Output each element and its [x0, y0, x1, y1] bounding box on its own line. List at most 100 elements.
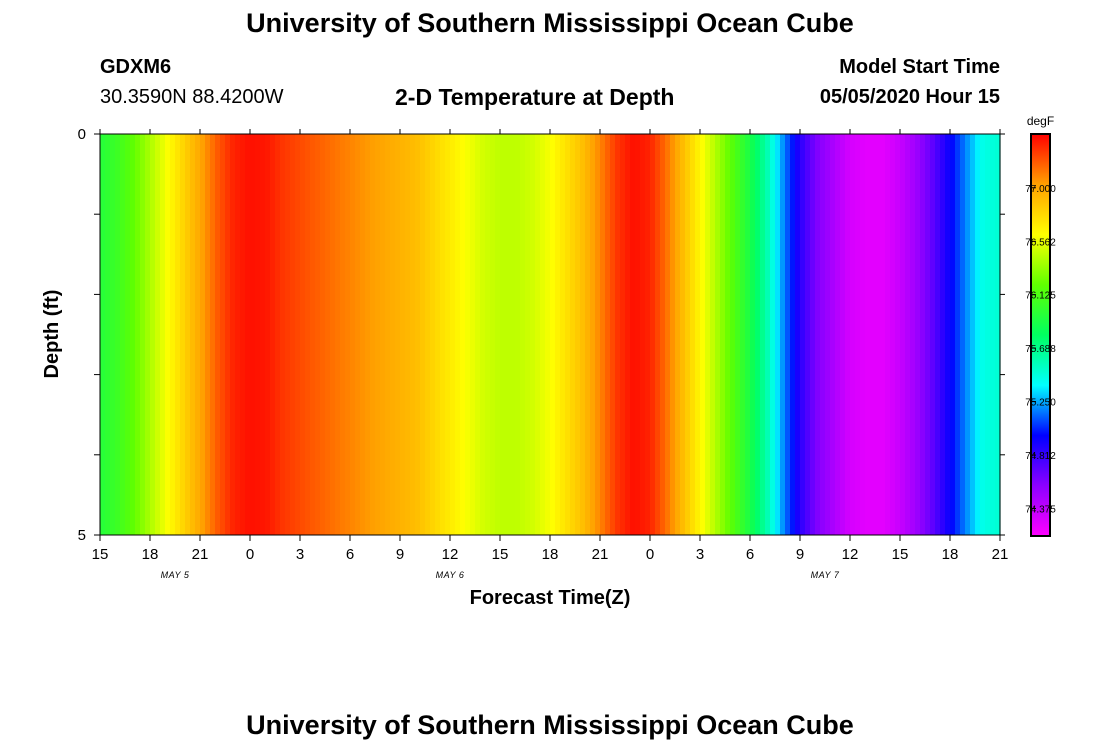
- heatmap-cell: [100, 134, 106, 535]
- heatmap-cell: [150, 134, 156, 535]
- heatmap-cell: [770, 134, 776, 535]
- heatmap-cell: [465, 134, 471, 535]
- heatmap-cell: [105, 134, 111, 535]
- heatmap-cell: [785, 134, 791, 535]
- heatmap-cell: [305, 134, 311, 535]
- heatmap-cell: [665, 134, 671, 535]
- heatmap-cell: [820, 134, 826, 535]
- heatmap-cell: [155, 134, 161, 535]
- heatmap-cell: [570, 134, 576, 535]
- heatmap-cell: [680, 134, 686, 535]
- heatmap-cell: [975, 134, 981, 535]
- heatmap-cell: [320, 134, 326, 535]
- heatmap-cell: [980, 134, 986, 535]
- heatmap-cell: [360, 134, 366, 535]
- heatmap-cell: [130, 134, 136, 535]
- heatmap-cell: [205, 134, 211, 535]
- x-tick-label: 6: [746, 546, 754, 563]
- colorbar: [1030, 133, 1051, 537]
- heatmap-cell: [535, 134, 541, 535]
- heatmap-cell: [795, 134, 801, 535]
- heatmap-cell: [425, 134, 431, 535]
- heatmap-cell: [755, 134, 761, 535]
- heatmap-cell: [415, 134, 421, 535]
- heatmap-cell: [250, 134, 256, 535]
- page-title: University of Southern Mississippi Ocean…: [246, 8, 854, 38]
- heatmap-cell: [775, 134, 781, 535]
- heatmap-cell: [350, 134, 356, 535]
- y-tick-label: 5: [78, 527, 86, 544]
- heatmap-cell: [800, 134, 806, 535]
- model-start-label: Model Start Time: [839, 56, 1000, 78]
- x-tick-label: 3: [296, 546, 304, 563]
- heatmap-cell: [805, 134, 811, 535]
- heatmap-cell: [450, 134, 456, 535]
- heatmap-cell: [655, 134, 661, 535]
- x-tick-label: 18: [942, 546, 959, 563]
- heatmap-cell: [745, 134, 751, 535]
- heatmap-cell: [995, 134, 1001, 535]
- heatmap-cell: [790, 134, 796, 535]
- heatmap-cell: [240, 134, 246, 535]
- heatmap-cell: [735, 134, 741, 535]
- heatmap-cell: [950, 134, 956, 535]
- heatmap-cell: [650, 134, 656, 535]
- heatmap-cell: [645, 134, 651, 535]
- heatmap-cell: [635, 134, 641, 535]
- heatmap-cell: [195, 134, 201, 535]
- heatmap-cell: [575, 134, 581, 535]
- x-tick-label: 21: [192, 546, 209, 563]
- x-tick-label: 12: [842, 546, 859, 563]
- heatmap-cell: [540, 134, 546, 535]
- heatmap-cell: [290, 134, 296, 535]
- heatmap-cell: [750, 134, 756, 535]
- heatmap-cell: [550, 134, 556, 535]
- x-tick-label: 21: [592, 546, 609, 563]
- heatmap-cell: [865, 134, 871, 535]
- heatmap-cell: [985, 134, 991, 535]
- heatmap-cell: [490, 134, 496, 535]
- heatmap-cell: [555, 134, 561, 535]
- heatmap-cell: [895, 134, 901, 535]
- heatmap-cell: [215, 134, 221, 535]
- heatmap-cell: [545, 134, 551, 535]
- heatmap-cell: [110, 134, 116, 535]
- heatmap-cell: [455, 134, 461, 535]
- colorbar-tick-label: 76.125: [1025, 291, 1056, 302]
- heatmap-cell: [160, 134, 166, 535]
- heatmap-cell: [335, 134, 341, 535]
- heatmap-cell: [730, 134, 736, 535]
- heatmap-cell: [760, 134, 766, 535]
- x-tick-label: 9: [396, 546, 404, 563]
- heatmap-cell: [810, 134, 816, 535]
- heatmap-cell: [265, 134, 271, 535]
- heatmap-cell: [385, 134, 391, 535]
- heatmap-cell: [870, 134, 876, 535]
- x-tick-label: 3: [696, 546, 704, 563]
- heatmap-cell: [375, 134, 381, 535]
- x-tick-label: 0: [646, 546, 654, 563]
- heatmap-cell: [935, 134, 941, 535]
- heatmap-cell: [925, 134, 931, 535]
- heatmap-cell: [840, 134, 846, 535]
- heatmap-cell: [185, 134, 191, 535]
- heatmap-cell: [560, 134, 566, 535]
- heatmap-cell: [470, 134, 476, 535]
- heatmap-cell: [135, 134, 141, 535]
- heatmap-cell: [505, 134, 511, 535]
- heatmap-cell: [960, 134, 966, 535]
- heatmap-cell: [405, 134, 411, 535]
- heatmap-cell: [255, 134, 261, 535]
- station-id: GDXM6: [100, 56, 172, 78]
- x-tick-label: 18: [142, 546, 159, 563]
- heatmap-cell: [855, 134, 861, 535]
- heatmap-cell: [765, 134, 771, 535]
- heatmap-cell: [940, 134, 946, 535]
- heatmap-cell: [705, 134, 711, 535]
- heatmap-cell: [850, 134, 856, 535]
- heatmap-cell: [510, 134, 516, 535]
- heatmap-cell: [700, 134, 706, 535]
- colorbar-tick-label: 74.375: [1025, 505, 1056, 516]
- heatmap-cell: [285, 134, 291, 535]
- heatmap-cell: [945, 134, 951, 535]
